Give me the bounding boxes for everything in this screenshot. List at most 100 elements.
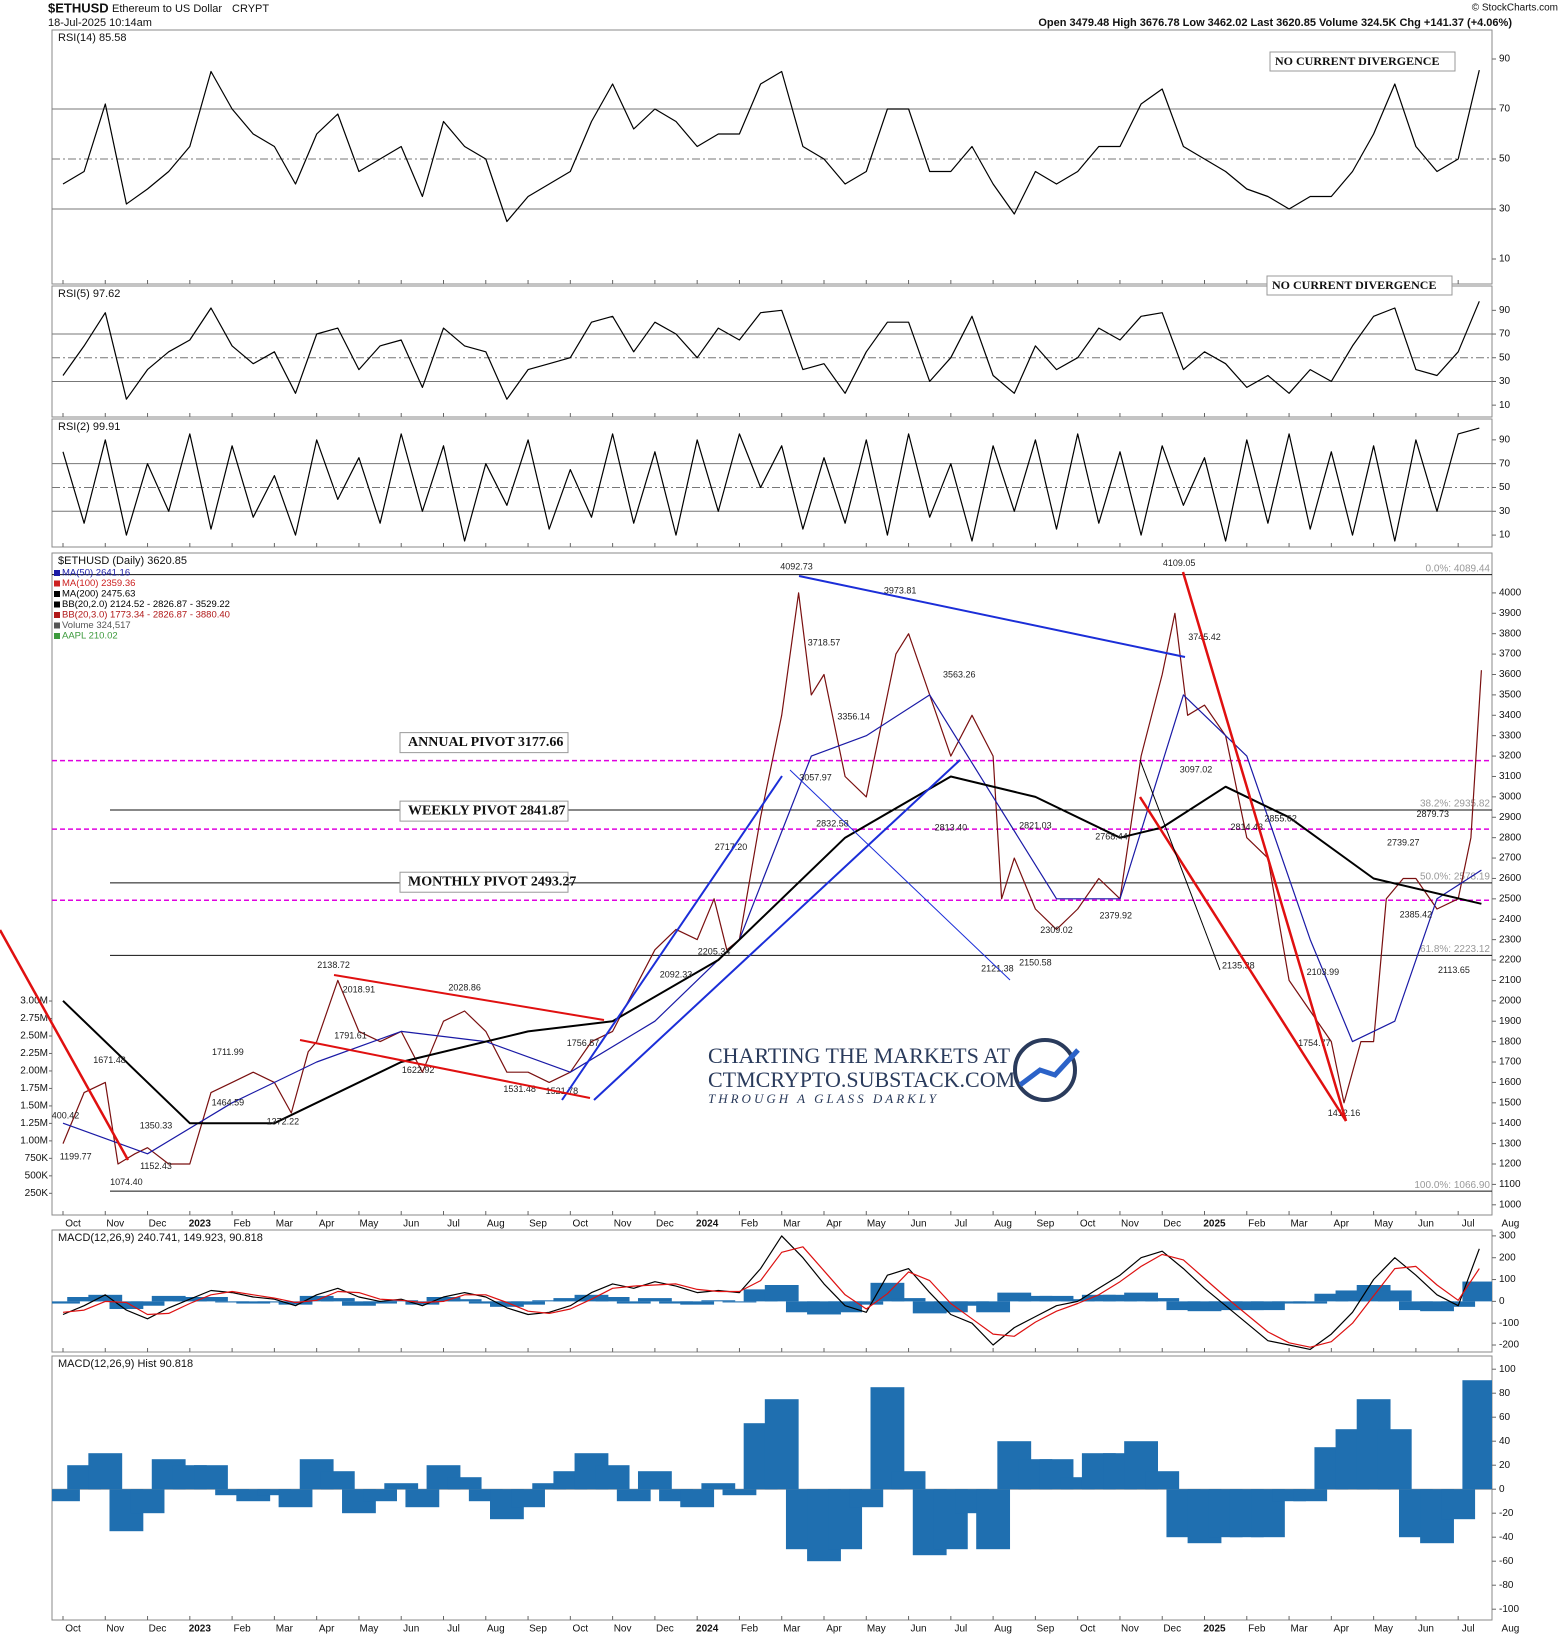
trendline	[1181, 571, 1348, 1122]
histogram-bar	[1377, 1290, 1412, 1302]
y-tick-label: 30	[1499, 506, 1511, 517]
x-tick-label: Nov	[614, 1219, 632, 1230]
y-tick-label: 60	[1499, 1412, 1511, 1423]
y-tick-label: 3600	[1499, 669, 1522, 680]
price-label: 1152.43	[140, 1161, 172, 1171]
histogram-bar	[511, 1489, 545, 1508]
plot-area: 0.0%: 4089.44 38.2%: 2935.82 50.0%: 2578.1…	[52, 558, 1492, 1192]
x-tick-label: 2024	[696, 1624, 719, 1634]
histogram-bar	[1039, 1295, 1074, 1302]
histogram-bar	[490, 1301, 524, 1307]
pivot-box	[399, 732, 569, 754]
y-tick-label: 2600	[1499, 873, 1522, 884]
y-tick-label: 1400	[1499, 1118, 1522, 1129]
histogram-bar	[680, 1489, 715, 1508]
price-label: 3563.26	[943, 669, 976, 679]
y-tick-label: 2200	[1499, 955, 1522, 966]
y2-tick-label: 1.50M	[20, 1101, 48, 1112]
histogram-bar	[1293, 1489, 1328, 1502]
legend-swatch	[54, 570, 60, 576]
legend-swatch	[54, 622, 60, 629]
legend-entry: MA(50) 2641.16	[62, 568, 130, 579]
y-tick-label: 2900	[1499, 812, 1522, 823]
x-tick-label: May	[867, 1219, 886, 1230]
pivot-label: WEEKLY PIVOT 2841.87	[408, 803, 566, 818]
y-tick-label: 3000	[1499, 792, 1522, 803]
date: 18-Jul-2025 10:14am	[48, 17, 152, 29]
x-tick-label: Feb	[741, 1219, 759, 1230]
x-tick-label: May	[1374, 1624, 1393, 1634]
y-tick-label: 4000	[1499, 588, 1522, 599]
price-label: 3057.97	[799, 772, 832, 782]
panel: 10 30 50 70 90 RSI(2) 99.91	[51, 418, 1511, 548]
histogram-bar	[637, 1471, 672, 1490]
price-label: 1521.78	[546, 1086, 579, 1096]
histogram-bar	[52, 1489, 80, 1502]
y-tick-label: 70	[1499, 104, 1511, 115]
x-tick-label: Feb	[233, 1624, 251, 1634]
y2-tick-label: 250K	[25, 1188, 49, 1199]
price-label: 2832.58	[816, 818, 849, 828]
legend-swatch	[54, 591, 60, 597]
histogram-bar	[976, 1489, 1011, 1550]
y-tick-label: 2100	[1499, 975, 1522, 986]
histogram-bar	[849, 1489, 884, 1508]
price-label: 2092.33	[660, 969, 693, 979]
x-tick-label: Feb	[1248, 1219, 1266, 1230]
panel-title: RSI(2) 99.91	[58, 421, 120, 433]
series-line	[62, 1246, 1480, 1348]
y-tick-label: 2000	[1499, 995, 1522, 1006]
y-tick-label: 30	[1499, 204, 1511, 215]
price-label: 2205.34	[698, 946, 731, 956]
x-tick-label: Apr	[319, 1219, 335, 1230]
callout: NO CURRENT DIVERGENCE	[1272, 278, 1436, 292]
price-label: 1350.33	[140, 1121, 173, 1131]
x-tick-label: May	[867, 1624, 886, 1634]
trendline	[0, 929, 130, 1161]
x-tick-label: Apr	[1334, 1624, 1350, 1634]
panel-title: MACD(12,26,9) Hist 90.818	[58, 1358, 193, 1370]
plot-area	[52, 427, 1492, 542]
y-tick-label: 1600	[1499, 1077, 1522, 1088]
histogram-bar	[1018, 1295, 1053, 1302]
y-tick-label: 1800	[1499, 1036, 1522, 1047]
x-tick-label: Dec	[1163, 1219, 1181, 1230]
x-tick-label: Jul	[1462, 1624, 1475, 1634]
panel: 10 30 50 70 90 RSI(5) 97.62 NO CURRENT DIVERGE…	[51, 275, 1511, 418]
x-tick-label: Jun	[1418, 1219, 1434, 1230]
price-label: 1622.92	[402, 1065, 435, 1075]
y-tick-label: 1900	[1499, 1016, 1522, 1027]
series-line	[62, 694, 1482, 1155]
panel-title: MACD(12,26,9) 240.741, 149.923, 90.818	[58, 1232, 263, 1244]
histogram-bar	[1335, 1290, 1370, 1302]
x-tick-label: Apr	[826, 1219, 842, 1230]
histogram-bar	[1145, 1298, 1180, 1302]
y-tick-label: -20	[1499, 1508, 1514, 1519]
y-tick-label: -100	[1499, 1318, 1519, 1329]
y2-tick-label: 1.25M	[20, 1118, 48, 1129]
x-tick-label: Jul	[1462, 1219, 1475, 1230]
legend-entry: Volume 324,517	[62, 620, 131, 631]
x-tick-label: Dec	[656, 1219, 674, 1230]
histogram-bar	[67, 1297, 102, 1302]
histogram-bar	[215, 1489, 250, 1496]
x-tick-label: Mar	[783, 1624, 801, 1634]
histogram-bar	[194, 1297, 228, 1302]
price-label: 2855.62	[1264, 814, 1297, 824]
x-tick-label: Oct	[1080, 1624, 1096, 1634]
histogram-bar	[1103, 1294, 1137, 1302]
histogram-bar	[1251, 1301, 1285, 1311]
histogram-bar	[891, 1471, 926, 1490]
price-label: 1531.48	[503, 1084, 536, 1094]
price-label: 1754.77	[1298, 1038, 1331, 1048]
x-tick-label: Oct	[65, 1219, 81, 1230]
histogram-bar	[447, 1477, 482, 1490]
price-label: 2103.99	[1307, 967, 1340, 977]
y-tick-label: 3700	[1499, 649, 1522, 660]
x-tick-label: Apr	[1334, 1219, 1350, 1230]
price-label: 2739.27	[1387, 837, 1420, 847]
x-tick-label: Aug	[1502, 1624, 1520, 1634]
price-label: 1756.57	[567, 1038, 600, 1048]
histogram-bar	[363, 1301, 397, 1304]
symbol-name: Ethereum to US Dollar	[112, 3, 222, 15]
